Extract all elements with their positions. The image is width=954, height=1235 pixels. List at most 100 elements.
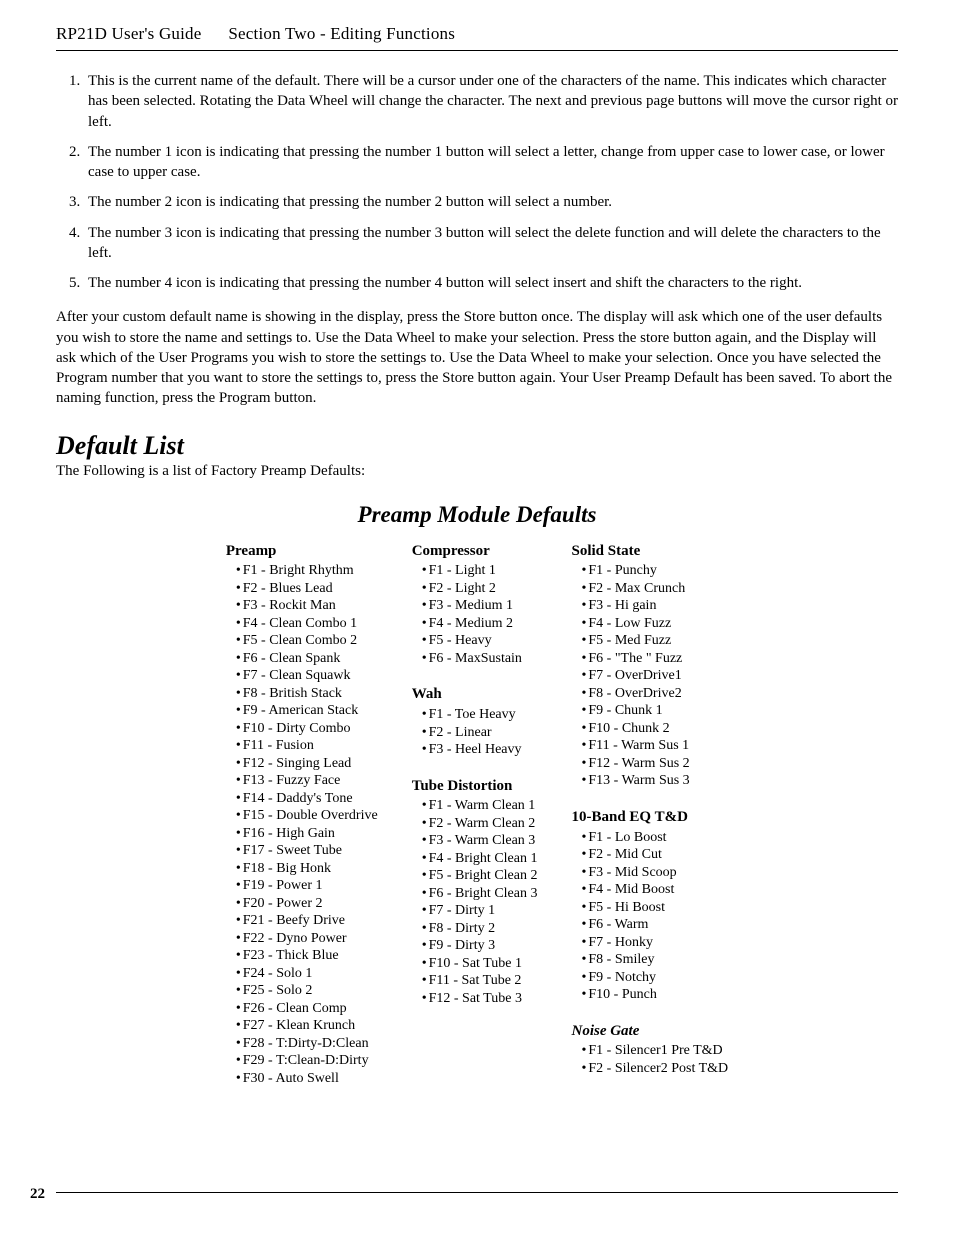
preset-item: F6 - Warm bbox=[581, 916, 728, 934]
defaults-column: PreampF1 - Bright RhythmF2 - Blues LeadF… bbox=[226, 542, 378, 1106]
preset-list: F1 - Toe HeavyF2 - LinearF3 - Heel Heavy bbox=[412, 706, 538, 759]
preset-list: F1 - Warm Clean 1F2 - Warm Clean 2F3 - W… bbox=[412, 797, 538, 1007]
preset-item: F1 - Light 1 bbox=[422, 562, 538, 580]
preset-item: F21 - Beefy Drive bbox=[236, 912, 378, 930]
preset-item: F5 - Heavy bbox=[422, 632, 538, 650]
preset-item: F5 - Hi Boost bbox=[581, 899, 728, 917]
page: RP21D User's Guide Section Two - Editing… bbox=[0, 0, 954, 1235]
preset-item: F5 - Clean Combo 2 bbox=[236, 632, 378, 650]
preset-item: F2 - Warm Clean 2 bbox=[422, 815, 538, 833]
preset-item: F3 - Mid Scoop bbox=[581, 864, 728, 882]
step-item: This is the current name of the default.… bbox=[84, 71, 898, 132]
step-item: The number 1 icon is indicating that pre… bbox=[84, 142, 898, 183]
preset-list: F1 - Silencer1 Pre T&DF2 - Silencer2 Pos… bbox=[571, 1042, 728, 1077]
preset-item: F6 - MaxSustain bbox=[422, 650, 538, 668]
preset-item: F3 - Hi gain bbox=[581, 597, 728, 615]
preset-item: F1 - Punchy bbox=[581, 562, 728, 580]
preset-item: F2 - Light 2 bbox=[422, 580, 538, 598]
step-item: The number 3 icon is indicating that pre… bbox=[84, 223, 898, 264]
preset-item: F20 - Power 2 bbox=[236, 895, 378, 913]
preset-item: F8 - British Stack bbox=[236, 685, 378, 703]
preset-group-title: Solid State bbox=[571, 542, 728, 561]
defaults-column: Solid StateF1 - PunchyF2 - Max CrunchF3 … bbox=[571, 542, 728, 1106]
running-header: RP21D User's Guide Section Two - Editing… bbox=[56, 24, 898, 51]
footer-rule bbox=[56, 1192, 898, 1193]
preset-item: F10 - Dirty Combo bbox=[236, 720, 378, 738]
preset-item: F13 - Warm Sus 3 bbox=[581, 772, 728, 790]
after-steps-paragraph: After your custom default name is showin… bbox=[56, 307, 898, 408]
preset-item: F11 - Warm Sus 1 bbox=[581, 737, 728, 755]
preset-group-title: Compressor bbox=[412, 542, 538, 561]
preset-item: F2 - Mid Cut bbox=[581, 846, 728, 864]
preset-item: F1 - Bright Rhythm bbox=[236, 562, 378, 580]
preset-item: F1 - Warm Clean 1 bbox=[422, 797, 538, 815]
section-title: Section Two - Editing Functions bbox=[228, 24, 455, 43]
preset-item: F3 - Warm Clean 3 bbox=[422, 832, 538, 850]
numbered-steps: This is the current name of the default.… bbox=[56, 71, 898, 293]
step-item: The number 4 icon is indicating that pre… bbox=[84, 273, 898, 293]
preset-item: F12 - Sat Tube 3 bbox=[422, 990, 538, 1008]
preset-item: F6 - Bright Clean 3 bbox=[422, 885, 538, 903]
preset-group: Wah F1 - Toe HeavyF2 - LinearF3 - Heel He… bbox=[412, 685, 538, 758]
preset-item: F9 - Dirty 3 bbox=[422, 937, 538, 955]
preset-group-title: Tube Distortion bbox=[412, 777, 538, 796]
preset-list: F1 - Bright RhythmF2 - Blues LeadF3 - Ro… bbox=[226, 562, 378, 1087]
preset-item: F10 - Punch bbox=[581, 986, 728, 1004]
preset-item: F23 - Thick Blue bbox=[236, 947, 378, 965]
preset-item: F28 - T:Dirty-D:Clean bbox=[236, 1035, 378, 1053]
preset-item: F3 - Medium 1 bbox=[422, 597, 538, 615]
preset-item: F4 - Bright Clean 1 bbox=[422, 850, 538, 868]
preset-item: F22 - Dyno Power bbox=[236, 930, 378, 948]
preset-item: F4 - Mid Boost bbox=[581, 881, 728, 899]
preset-list: F1 - Lo BoostF2 - Mid CutF3 - Mid ScoopF… bbox=[571, 829, 728, 1004]
preset-item: F7 - OverDrive1 bbox=[581, 667, 728, 685]
preset-item: F3 - Rockit Man bbox=[236, 597, 378, 615]
preset-item: F24 - Solo 1 bbox=[236, 965, 378, 983]
preset-group: Solid StateF1 - PunchyF2 - Max CrunchF3 … bbox=[571, 542, 728, 790]
preset-item: F1 - Toe Heavy bbox=[422, 706, 538, 724]
preset-item: F4 - Medium 2 bbox=[422, 615, 538, 633]
preset-item: F15 - Double Overdrive bbox=[236, 807, 378, 825]
preset-item: F3 - Heel Heavy bbox=[422, 741, 538, 759]
preset-item: F26 - Clean Comp bbox=[236, 1000, 378, 1018]
preset-item: F12 - Singing Lead bbox=[236, 755, 378, 773]
preset-group: Tube DistortionF1 - Warm Clean 1F2 - War… bbox=[412, 777, 538, 1008]
preset-group-title: Preamp bbox=[226, 542, 378, 561]
preset-item: F2 - Blues Lead bbox=[236, 580, 378, 598]
preset-item: F4 - Clean Combo 1 bbox=[236, 615, 378, 633]
preset-item: F16 - High Gain bbox=[236, 825, 378, 843]
preset-item: F2 - Max Crunch bbox=[581, 580, 728, 598]
preset-group-title: Noise Gate bbox=[571, 1022, 728, 1041]
module-defaults-heading: Preamp Module Defaults bbox=[56, 502, 898, 528]
preset-group-title: Wah bbox=[412, 685, 538, 704]
preset-item: F6 - "The " Fuzz bbox=[581, 650, 728, 668]
preset-item: F9 - Chunk 1 bbox=[581, 702, 728, 720]
preset-item: F19 - Power 1 bbox=[236, 877, 378, 895]
preset-item: F1 - Lo Boost bbox=[581, 829, 728, 847]
preset-item: F8 - Smiley bbox=[581, 951, 728, 969]
preset-item: F9 - Notchy bbox=[581, 969, 728, 987]
preset-item: F2 - Linear bbox=[422, 724, 538, 742]
preset-group: Noise GateF1 - Silencer1 Pre T&DF2 - Sil… bbox=[571, 1022, 728, 1078]
preset-list: F1 - Light 1F2 - Light 2F3 - Medium 1F4 … bbox=[412, 562, 538, 667]
default-list-intro: The Following is a list of Factory Pream… bbox=[56, 463, 898, 480]
default-list-heading: Default List bbox=[56, 431, 898, 461]
preset-item: F11 - Sat Tube 2 bbox=[422, 972, 538, 990]
preset-item: F6 - Clean Spank bbox=[236, 650, 378, 668]
preset-item: F11 - Fusion bbox=[236, 737, 378, 755]
preset-item: F14 - Daddy's Tone bbox=[236, 790, 378, 808]
preset-group: CompressorF1 - Light 1F2 - Light 2F3 - M… bbox=[412, 542, 538, 668]
preset-item: F8 - Dirty 2 bbox=[422, 920, 538, 938]
preset-item: F5 - Bright Clean 2 bbox=[422, 867, 538, 885]
preset-item: F2 - Silencer2 Post T&D bbox=[581, 1060, 728, 1078]
preset-item: F17 - Sweet Tube bbox=[236, 842, 378, 860]
preset-item: F25 - Solo 2 bbox=[236, 982, 378, 1000]
preset-item: F7 - Clean Squawk bbox=[236, 667, 378, 685]
guide-title: RP21D User's Guide bbox=[56, 24, 202, 43]
preset-item: F1 - Silencer1 Pre T&D bbox=[581, 1042, 728, 1060]
preset-item: F7 - Dirty 1 bbox=[422, 902, 538, 920]
page-number: 22 bbox=[30, 1186, 45, 1203]
preset-group: PreampF1 - Bright RhythmF2 - Blues LeadF… bbox=[226, 542, 378, 1088]
preset-item: F8 - OverDrive2 bbox=[581, 685, 728, 703]
preset-item: F10 - Chunk 2 bbox=[581, 720, 728, 738]
